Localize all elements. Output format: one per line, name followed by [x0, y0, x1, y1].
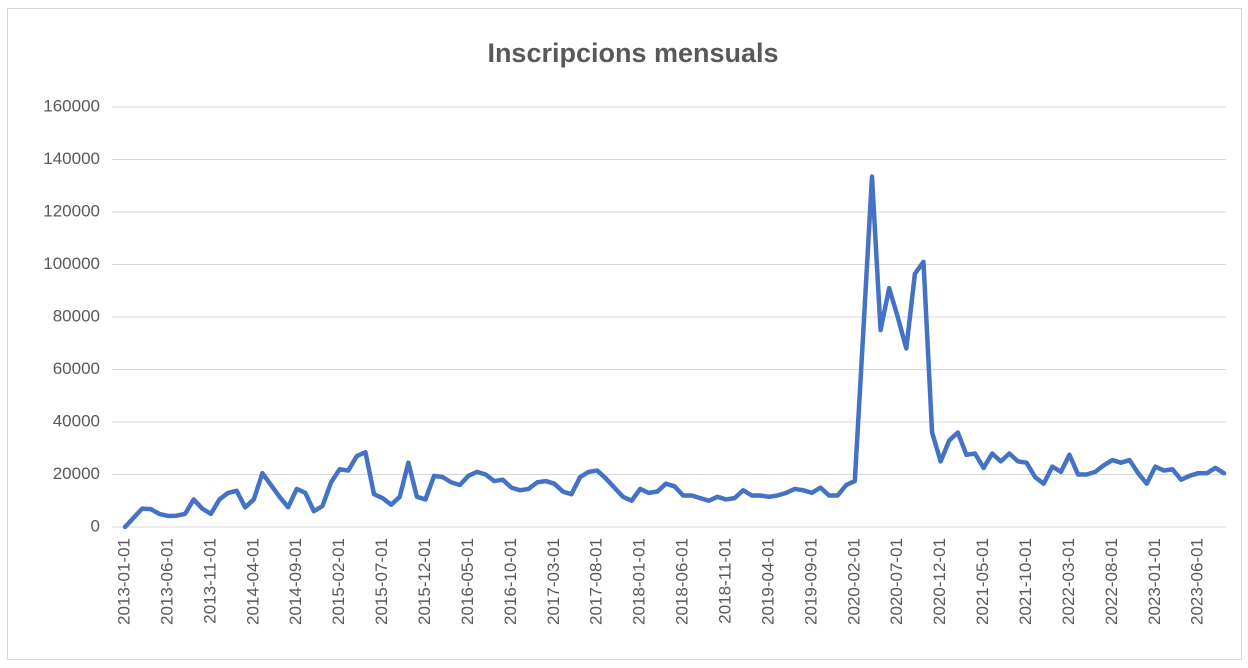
x-tick-label: 2018-01-01: [630, 538, 649, 625]
x-tick-label: 2021-05-01: [973, 538, 992, 625]
x-tick-label: 2021-10-01: [1016, 538, 1035, 625]
y-tick-label: 140000: [43, 149, 100, 168]
y-tick-label: 100000: [43, 254, 100, 273]
x-tick-label: 2013-06-01: [157, 538, 176, 625]
x-tick-label: 2020-07-01: [887, 538, 906, 625]
chart-title: Inscripcions mensuals: [487, 38, 778, 68]
x-tick-label: 2015-07-01: [372, 538, 391, 625]
x-tick-label: 2013-11-01: [200, 538, 219, 624]
chart-frame: [7, 8, 1242, 660]
x-tick-label: 2019-09-01: [801, 538, 820, 625]
y-tick-label: 160000: [43, 96, 100, 115]
x-tick-label: 2020-12-01: [930, 538, 949, 625]
x-tick-label: 2015-12-01: [415, 538, 434, 625]
x-tick-label: 2017-03-01: [544, 538, 563, 625]
x-tick-label: 2014-09-01: [286, 538, 305, 625]
y-tick-label: 40000: [53, 411, 100, 430]
y-tick-label: 20000: [53, 464, 100, 483]
y-tick-label: 120000: [43, 201, 100, 220]
x-tick-label: 2023-06-01: [1188, 538, 1207, 625]
y-tick-label: 60000: [53, 359, 100, 378]
y-tick-label: 80000: [53, 306, 100, 325]
x-tick-label: 2023-01-01: [1145, 538, 1164, 625]
x-tick-label: 2020-02-01: [844, 538, 863, 625]
x-tick-label: 2018-11-01: [716, 538, 735, 624]
x-tick-label: 2016-05-01: [458, 538, 477, 625]
x-tick-label: 2013-01-01: [114, 538, 133, 625]
x-tick-label: 2016-10-01: [501, 538, 520, 625]
x-tick-label: 2022-03-01: [1059, 538, 1078, 625]
data-line: [122, 174, 1227, 530]
x-tick-label: 2018-06-01: [673, 538, 692, 625]
x-tick-label: 2015-02-01: [329, 538, 348, 625]
x-tick-label: 2022-08-01: [1102, 538, 1121, 625]
x-tick-label: 2019-04-01: [758, 538, 777, 625]
y-tick-label: 0: [91, 516, 100, 535]
x-tick-label: 2017-08-01: [587, 538, 606, 625]
x-tick-label: 2014-04-01: [243, 538, 262, 625]
